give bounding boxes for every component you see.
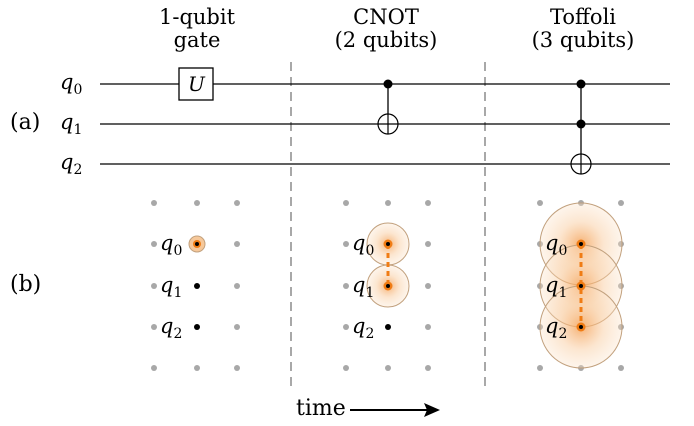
header-single-line1: 1-qubit [158,5,236,29]
grid-dot [343,200,349,206]
circuit-qubit-label-q0: q0 [60,70,83,99]
grid-dot [151,200,157,206]
header-cnot-line2: (2 qubits) [334,28,438,52]
cnot-target-icon [377,113,399,135]
header-toffoli: Toffoli (3 qubits) [503,6,663,52]
grid-dot [343,365,349,371]
single-qubit-q2-dot [194,324,200,330]
header-cnot-line1: CNOT [353,5,419,29]
header-toffoli-line2: (3 qubits) [531,28,635,52]
cnot-q2-dot [385,324,391,330]
grid-dot [234,365,240,371]
grid-dot [194,365,200,371]
circuit-qubit-label-q2: q2 [60,150,83,179]
grid-dot [194,200,200,206]
header-cnot: CNOT (2 qubits) [306,6,466,52]
header-toffoli-line1: Toffoli [549,5,616,29]
grid-dot [234,200,240,206]
grid-dot [151,283,157,289]
grid-dot [618,365,624,371]
grid-dot [234,324,240,330]
single-qubit-q0-core [195,242,199,246]
grid-dot [425,200,431,206]
time-label: time [296,396,346,421]
grid-dot [425,365,431,371]
grid-dot [425,283,431,289]
toffoli-target-icon [570,153,592,175]
toffoli-control-dot-1 [576,79,586,89]
grid-dot [385,200,391,206]
grid-dot [425,324,431,330]
grid-dot [343,241,349,247]
cnot-control-dot [383,79,393,89]
atom-label-c2-q0: q0 [352,231,375,260]
cnot-q1-core [386,284,390,288]
grid-dot [151,365,157,371]
atom-label-c3-q0: q0 [545,231,568,260]
grid-dot [151,241,157,247]
atom-label-c1-q1: q1 [160,273,183,302]
header-single-qubit: 1-qubit gate [117,6,277,52]
grid-dot [618,200,624,206]
u-gate-box [178,67,214,101]
grid-dot [343,324,349,330]
time-arrow-icon [350,403,440,417]
atom-label-c3-q2: q2 [545,314,568,343]
grid-dot [151,324,157,330]
toffoli-q2-core [579,325,583,329]
grid-dot [343,283,349,289]
cnot-q0-core [386,242,390,246]
atom-label-c3-q1: q1 [545,273,568,302]
u-gate-label: U [188,72,205,96]
toffoli-q0-core [579,242,583,246]
row-label-a: (a) [10,110,41,135]
atom-label-c1-q0: q0 [160,231,183,260]
grid-dot [537,365,543,371]
atom-label-c1-q2: q2 [160,314,183,343]
toffoli-control-dot-2 [576,119,586,129]
grid-dot [234,241,240,247]
grid-dot [385,365,391,371]
atom-label-c2-q2: q2 [352,314,375,343]
grid-dot [537,200,543,206]
atom-grid-dots [151,200,624,371]
header-single-line2: gate [173,28,221,52]
circuit-qubit-label-q1: q1 [60,110,83,139]
grid-dot [425,241,431,247]
atom-label-c2-q1: q1 [352,273,375,302]
single-qubit-q1-dot [194,283,200,289]
row-label-b: (b) [10,272,42,297]
toffoli-q1-core [579,284,583,288]
grid-dot [234,283,240,289]
